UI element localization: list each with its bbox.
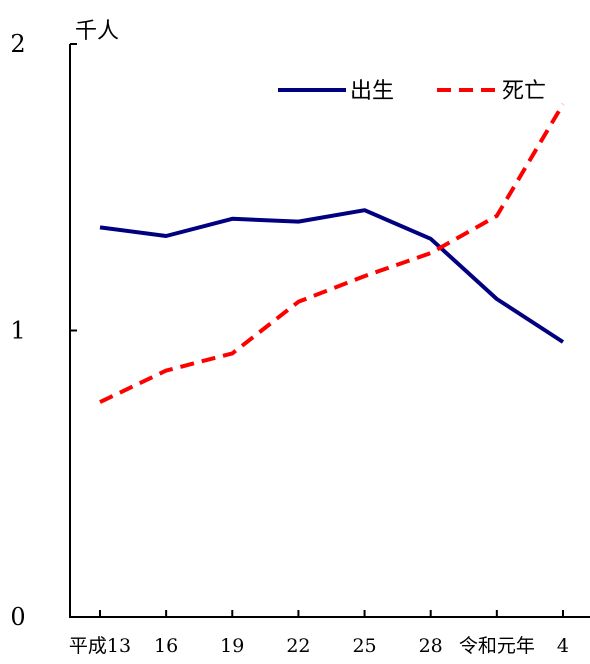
y-ticks: 0 1 2	[10, 30, 77, 631]
series-line-1	[99, 103, 565, 404]
legend-label-0: 出生	[350, 79, 394, 104]
x-tick-label: 4	[557, 635, 569, 657]
x-tick-label: 平成13	[69, 635, 131, 657]
x-tick-label: 28	[419, 635, 443, 657]
legend: 出生 死亡	[278, 79, 546, 104]
legend-label-1: 死亡	[502, 79, 546, 104]
y-tick-label: 1	[10, 317, 25, 345]
chart-axes	[69, 44, 590, 618]
x-tick-label: 22	[286, 635, 310, 657]
series-layer	[99, 103, 565, 404]
y-tick-label: 0	[10, 603, 25, 631]
y-tick-label: 2	[10, 30, 25, 58]
x-tick-label: 令和元年	[459, 635, 535, 657]
x-ticks: 平成13 16 19 22 25 28 令和元年 4	[69, 610, 569, 657]
x-tick-label: 19	[220, 635, 244, 657]
x-tick-label: 16	[154, 635, 178, 657]
x-tick-label: 25	[352, 635, 376, 657]
y-axis-unit-label: 千人	[75, 19, 119, 44]
series-line-0	[99, 208, 565, 344]
